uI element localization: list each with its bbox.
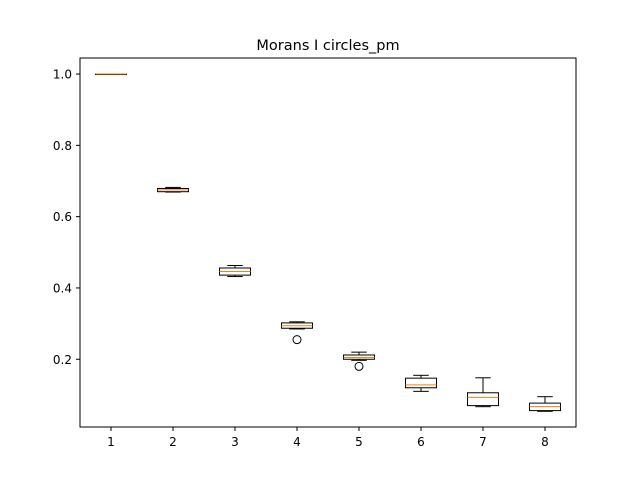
outlier-point	[292, 335, 302, 345]
box	[467, 392, 499, 407]
y-tick-label: 1.0	[53, 68, 72, 82]
y-tick-label: 0.8	[53, 139, 72, 153]
x-tick-label: 1	[107, 435, 115, 449]
x-tick-label: 2	[169, 435, 177, 449]
x-tick-label: 4	[293, 435, 301, 449]
y-tick-label: 0.4	[53, 281, 72, 295]
y-tick-label: 0.6	[53, 210, 72, 224]
outlier-point	[354, 361, 364, 371]
chart-title: Morans I circles_pm	[256, 38, 399, 54]
x-tick-label: 7	[479, 435, 487, 449]
x-tick-label: 8	[541, 435, 549, 449]
plot-area: 0.2 0.4 0.6 0.8 1.0 1 2 3 4 5 6 7 8	[53, 68, 561, 449]
x-tick-label: 5	[355, 435, 363, 449]
x-tick-label: 3	[231, 435, 239, 449]
axes-frame	[79, 57, 577, 428]
y-tick-label: 0.2	[53, 353, 72, 367]
x-tick-label: 6	[417, 435, 425, 449]
box	[405, 377, 437, 389]
